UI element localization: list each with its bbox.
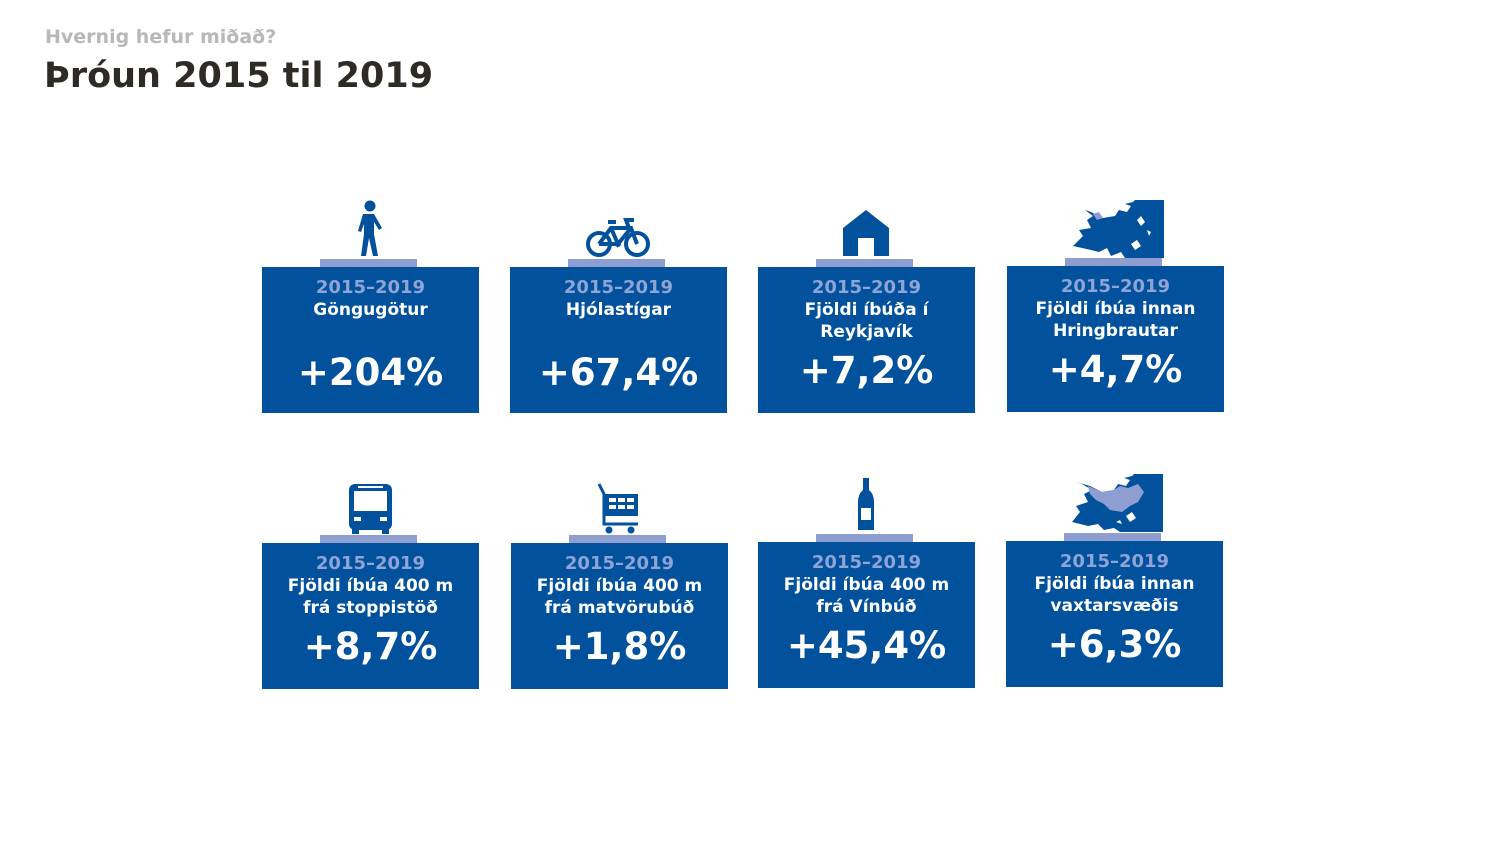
- stat-card-vinbud: 2015–2019 Fjöldi íbúa 400 m frá Vínbúð +…: [758, 472, 975, 689]
- stat-label: Hjólastígar: [565, 300, 672, 320]
- shopping-cart-icon: [511, 472, 728, 542]
- page-kicker: Hvernig hefur miðað?: [45, 26, 277, 48]
- stat-card-bike-paths: 2015–2019 Hjólastígar +67,4%: [510, 196, 727, 413]
- stat-period: 2015–2019: [811, 277, 922, 298]
- icon-plinth: [816, 259, 913, 267]
- wine-bottle-icon: [758, 472, 975, 542]
- stat-label: Fjöldi íbúða í Reykjavík: [804, 300, 929, 342]
- stat-card-bus-stop: 2015–2019 Fjöldi íbúa 400 m frá stoppist…: [262, 472, 479, 689]
- stat-label: Fjöldi íbúa 400 m frá Vínbúð: [783, 575, 950, 617]
- stat-box: 2015–2019 Fjöldi íbúa innan vaxtarsvæðis…: [1006, 541, 1223, 687]
- icon-plinth: [569, 535, 666, 543]
- stat-box: 2015–2019 Fjöldi íbúa 400 m frá stoppist…: [262, 543, 479, 689]
- stat-period: 2015–2019: [1060, 276, 1171, 297]
- stat-period: 2015–2019: [315, 277, 426, 298]
- icon-plinth: [320, 535, 417, 543]
- stat-label: Fjöldi íbúa 400 m frá stoppistöð: [287, 576, 454, 618]
- stat-value: +6,3%: [1047, 623, 1182, 666]
- stat-period: 2015–2019: [811, 552, 922, 573]
- icon-plinth: [320, 259, 417, 267]
- stat-value: +1,8%: [552, 625, 687, 668]
- stat-value: +8,7%: [303, 625, 438, 668]
- stat-label: Fjöldi íbúa 400 m frá matvörubúð: [536, 576, 703, 618]
- icon-plinth: [816, 534, 913, 542]
- bicycle-icon: [510, 196, 727, 266]
- page-title: Þróun 2015 til 2019: [44, 56, 434, 96]
- stat-box: 2015–2019 Fjöldi íbúa 400 m frá Vínbúð +…: [758, 542, 975, 688]
- stat-period: 2015–2019: [563, 277, 674, 298]
- stat-box: 2015–2019 Hjólastígar +67,4%: [510, 267, 727, 413]
- stat-period: 2015–2019: [315, 553, 426, 574]
- house-icon: [758, 196, 975, 266]
- stat-value: +67,4%: [538, 351, 699, 394]
- growth-area-map-icon: [1006, 472, 1223, 542]
- stat-label: Göngugötur: [313, 300, 428, 320]
- stat-period: 2015–2019: [1059, 551, 1170, 572]
- icon-plinth: [1064, 533, 1161, 541]
- pedestrian-icon: [262, 196, 479, 266]
- stat-label: Fjöldi íbúa innan Hringbrautar: [1035, 299, 1196, 341]
- city-map-icon: [1007, 196, 1224, 266]
- stat-card-dwellings: 2015–2019 Fjöldi íbúða í Reykjavík +7,2%: [758, 196, 975, 413]
- stat-box: 2015–2019 Fjöldi íbúa innan Hringbrautar…: [1007, 266, 1224, 412]
- stat-box: 2015–2019 Fjöldi íbúða í Reykjavík +7,2%: [758, 267, 975, 413]
- bus-icon: [262, 472, 479, 542]
- icon-plinth: [1065, 258, 1162, 266]
- stat-value: +45,4%: [786, 624, 947, 667]
- stat-period: 2015–2019: [564, 553, 675, 574]
- stat-card-residents-hringbraut: 2015–2019 Fjöldi íbúa innan Hringbrautar…: [1007, 196, 1224, 413]
- stat-card-growth-area: 2015–2019 Fjöldi íbúa innan vaxtarsvæðis…: [1006, 472, 1223, 689]
- stat-card-grocery: 2015–2019 Fjöldi íbúa 400 m frá matvörub…: [511, 472, 728, 689]
- stat-value: +7,2%: [799, 349, 934, 392]
- stat-card-pedestrian-streets: 2015–2019 Göngugötur +204%: [262, 196, 479, 413]
- icon-plinth: [568, 259, 665, 267]
- stat-value: +4,7%: [1048, 348, 1183, 391]
- stat-label: Fjöldi íbúa innan vaxtarsvæðis: [1034, 574, 1195, 616]
- stat-value: +204%: [297, 351, 444, 394]
- stat-box: 2015–2019 Fjöldi íbúa 400 m frá matvörub…: [511, 543, 728, 689]
- stat-box: 2015–2019 Göngugötur +204%: [262, 267, 479, 413]
